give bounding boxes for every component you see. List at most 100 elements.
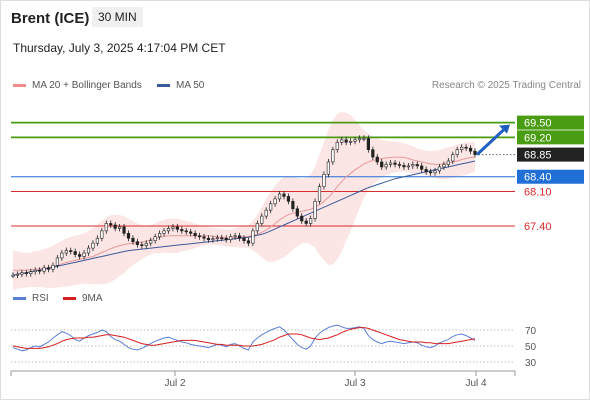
chart-datetime: Thursday, July 3, 2025 4:17:04 PM CET (13, 41, 226, 55)
candle-body (20, 272, 24, 275)
candle-body (402, 165, 406, 168)
candle-body (42, 267, 46, 272)
x-tick-label: Jul 3 (344, 378, 366, 389)
candle-body (349, 141, 353, 143)
candle-body (140, 244, 144, 246)
rsi-series-9ma (12, 327, 476, 349)
candle-body (113, 224, 117, 229)
instrument-title: Brent (ICE) (11, 10, 90, 27)
candle-body (104, 223, 108, 232)
candle-body (184, 230, 188, 233)
candle-body (255, 223, 259, 232)
candle-body (388, 162, 393, 165)
candle-body (73, 251, 77, 255)
level-label-68.10: 68.10 (524, 187, 552, 199)
candle-body (340, 139, 344, 143)
candle-body (468, 147, 473, 152)
candle-body (313, 201, 317, 219)
research-credit: Research © 2025 Trading Central (431, 80, 581, 91)
candle-body (295, 208, 299, 217)
candle-body (246, 240, 251, 244)
candle-body (428, 171, 433, 174)
legend-rsi: RSI (13, 293, 49, 304)
candle-body (269, 203, 273, 211)
rsi-tick-label-70: 70 (525, 326, 537, 337)
level-label-69.20: 69.20 (524, 132, 552, 144)
candle-body (437, 166, 442, 172)
candle-body (273, 198, 277, 205)
candle-body (415, 164, 419, 167)
candle-body (282, 193, 286, 197)
candle-body (344, 139, 348, 143)
candle-body (375, 156, 379, 163)
candle-body (69, 250, 73, 252)
candle-body (237, 235, 242, 239)
level-badge-69.20 (517, 130, 584, 145)
candle-body (420, 165, 424, 170)
candle-body (144, 242, 148, 246)
candle-body (166, 228, 171, 232)
candle-body (233, 235, 237, 238)
rsi-tick-label-50: 50 (525, 342, 537, 353)
rsi-tick-label-30: 30 (525, 358, 537, 369)
legend-ma50: MA 50 (157, 80, 204, 91)
candle-body (55, 257, 60, 266)
candle-body (211, 238, 215, 241)
candle-body (442, 164, 446, 168)
candle-body (131, 237, 135, 242)
candle-body (157, 233, 162, 238)
candle-body (95, 237, 100, 244)
candle-body (260, 215, 264, 224)
candle-body (149, 240, 153, 244)
candle-body (473, 150, 477, 155)
candle-body (24, 272, 28, 274)
candle-body (153, 236, 157, 242)
candle-body (15, 273, 20, 276)
candle-body (393, 162, 397, 165)
candle-body (162, 230, 166, 234)
level-badge-68.85 (517, 147, 584, 162)
legend-label-9ma: 9MA (82, 293, 103, 304)
candle-body (433, 170, 437, 174)
candle-body (175, 226, 179, 230)
candle-body (122, 226, 126, 234)
candle-body (411, 164, 415, 167)
candle-body (82, 252, 86, 257)
candle-body (100, 230, 104, 239)
legend-swatch-9ma (63, 297, 76, 300)
candle-body (424, 169, 428, 173)
candle-body (33, 269, 37, 273)
candle-body (180, 229, 184, 232)
timeframe-badge[interactable]: 30 MIN (92, 7, 143, 27)
candle-body (304, 220, 308, 224)
candle-body (251, 230, 255, 244)
candle-body (224, 237, 228, 241)
candle-body (206, 237, 211, 241)
candle-body (29, 271, 33, 274)
candle-body (242, 237, 246, 242)
level-badge-69.50 (517, 115, 584, 130)
candle-body (384, 164, 388, 168)
level-label-68.40: 68.40 (524, 172, 552, 184)
candle-body (291, 201, 295, 210)
candle-body (286, 196, 291, 202)
bollinger-band-area (13, 111, 475, 290)
candle-body (86, 247, 91, 254)
candle-body (362, 138, 366, 140)
candle-body (46, 267, 51, 270)
x-tick-label: Jul 4 (465, 378, 487, 389)
legend-label-ma50: MA 50 (176, 80, 205, 91)
candle-body (397, 164, 402, 166)
legend-ma20-bollinger: MA 20 + Bollinger Bands (13, 80, 142, 91)
candle-body (277, 193, 282, 200)
candle-body (371, 149, 375, 158)
candle-body (193, 233, 197, 237)
candle-body (326, 161, 331, 175)
candle-body (455, 149, 459, 155)
candle-body (220, 237, 224, 240)
candle-body (51, 265, 55, 270)
candle-body (317, 186, 322, 202)
candle-body (135, 241, 139, 245)
candle-body (109, 223, 113, 226)
